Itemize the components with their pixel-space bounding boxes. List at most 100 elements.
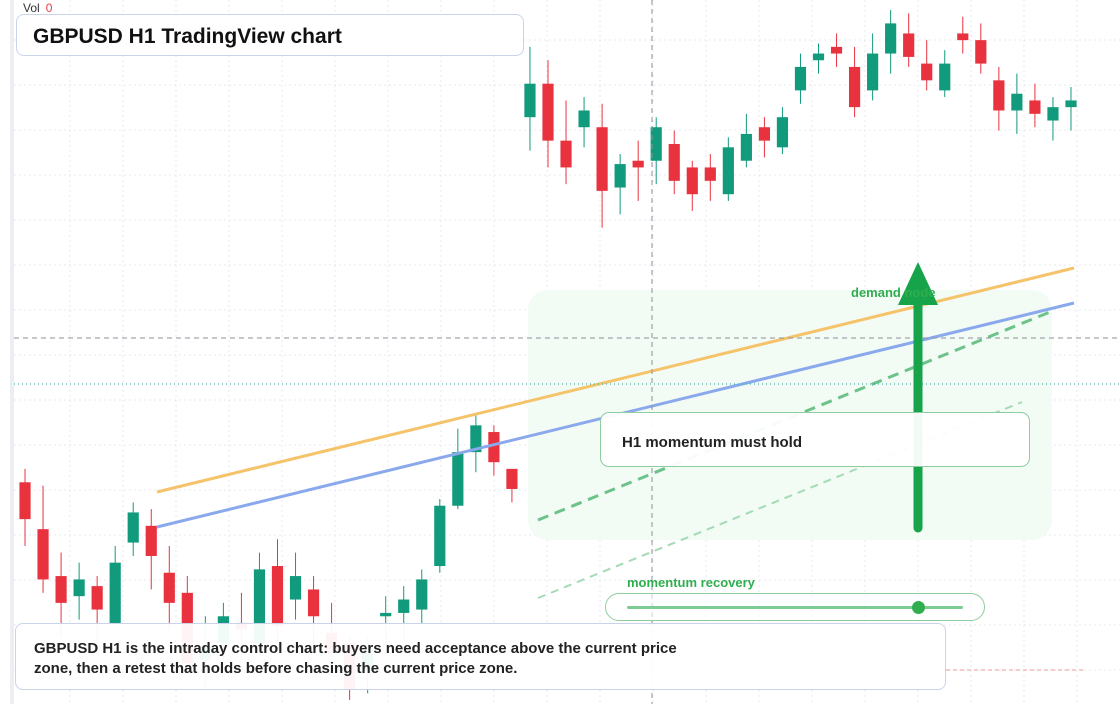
candle-down <box>488 425 500 476</box>
candle-up <box>470 415 482 473</box>
candle-body <box>614 164 626 188</box>
candle-body <box>975 40 987 64</box>
candle-up <box>416 569 428 623</box>
momentum-recovery-label: momentum recovery <box>627 575 755 590</box>
candle-body <box>73 579 85 597</box>
candle-up <box>1011 73 1023 134</box>
candle-down <box>560 100 572 185</box>
momentum-recovery-slider[interactable] <box>605 593 985 621</box>
candle-up <box>939 50 951 98</box>
candle-body <box>434 505 446 567</box>
candle-down <box>145 509 157 590</box>
candle-body <box>488 432 500 463</box>
momentum-recovery-knob[interactable] <box>912 601 925 614</box>
candle-up <box>434 499 446 573</box>
candle-down <box>903 13 915 67</box>
candle-body <box>1047 107 1059 121</box>
chart-left-edge <box>10 0 14 704</box>
candle-up <box>452 428 464 510</box>
candle-up <box>776 107 789 155</box>
candle-body <box>1065 100 1077 108</box>
candle-body <box>668 143 680 181</box>
candle-body <box>452 452 464 506</box>
candle-down <box>686 160 698 211</box>
candle-body <box>812 53 825 61</box>
candle-body <box>596 127 608 191</box>
candle-up <box>1047 97 1059 141</box>
candle-body <box>19 482 31 520</box>
candle-body <box>1029 100 1041 114</box>
candle-body <box>830 46 843 54</box>
candle-body <box>145 525 157 556</box>
candle-body <box>560 140 572 168</box>
candle-body <box>127 512 139 543</box>
candle-up <box>1065 87 1077 131</box>
momentum-recovery-track <box>627 606 963 609</box>
candle-down <box>1029 83 1041 128</box>
candle-body <box>704 167 716 181</box>
candle-body <box>37 529 49 580</box>
candle-body <box>993 80 1005 111</box>
candle-body <box>650 127 662 161</box>
candle-down <box>37 485 49 593</box>
candle-body <box>307 589 320 617</box>
candle-body <box>524 83 536 118</box>
candle-body <box>380 612 392 617</box>
candle-down <box>758 117 770 158</box>
candle-body <box>253 569 266 644</box>
chart-title-card: GBPUSD H1 TradingView chart <box>16 14 524 56</box>
candle-down <box>848 46 861 118</box>
chart-title: GBPUSD H1 TradingView chart <box>33 25 342 48</box>
candle-body <box>885 23 897 54</box>
candle-down <box>542 60 554 168</box>
candle-body <box>957 33 969 41</box>
candle-up <box>524 46 536 151</box>
analysis-note-card: GBPUSD H1 is the intraday control chart:… <box>15 623 946 690</box>
candle-body <box>506 468 518 489</box>
momentum-callout-text: H1 momentum must hold <box>622 434 803 451</box>
candle-body <box>758 127 770 141</box>
candle-up <box>578 97 590 148</box>
demand-arrow-head <box>898 262 938 305</box>
candle-body <box>55 576 67 603</box>
candle-body <box>903 33 915 57</box>
candle-body <box>848 66 861 108</box>
candle-down <box>668 130 680 195</box>
candle-up <box>812 43 825 74</box>
candle-body <box>740 133 752 161</box>
candle-body <box>939 63 951 91</box>
momentum-callout[interactable]: H1 momentum must hold <box>600 412 1030 467</box>
candle-down <box>19 468 31 546</box>
candle-up <box>867 33 879 101</box>
candle-body <box>794 66 807 91</box>
volume-value: 0 <box>45 1 53 15</box>
candle-body <box>1011 93 1023 111</box>
candle-down <box>55 552 67 637</box>
candle-down <box>704 154 716 201</box>
candle-down <box>975 23 987 74</box>
candle-down <box>957 16 969 54</box>
candle-up <box>740 113 752 168</box>
candle-body <box>470 425 482 453</box>
candle-up <box>289 552 302 620</box>
candle-body <box>867 53 879 91</box>
candle-up <box>73 562 85 620</box>
candle-down <box>830 33 843 67</box>
candle-body <box>776 117 789 148</box>
candle-down <box>163 545 175 630</box>
candle-body <box>271 566 284 627</box>
candle-up <box>794 53 807 104</box>
candle-body <box>289 576 302 600</box>
candle-body <box>921 63 933 81</box>
candle-body <box>109 562 121 623</box>
candle-body <box>163 572 175 603</box>
candle-body <box>686 167 698 195</box>
analysis-note-text: GBPUSD H1 is the intraday control chart:… <box>34 640 677 677</box>
candle-body <box>416 579 428 610</box>
candle-up <box>109 545 121 623</box>
candle-up <box>614 154 626 215</box>
candle-up <box>650 117 662 185</box>
candle-body <box>632 160 644 168</box>
candle-down <box>632 140 644 201</box>
candle-down <box>596 103 608 228</box>
